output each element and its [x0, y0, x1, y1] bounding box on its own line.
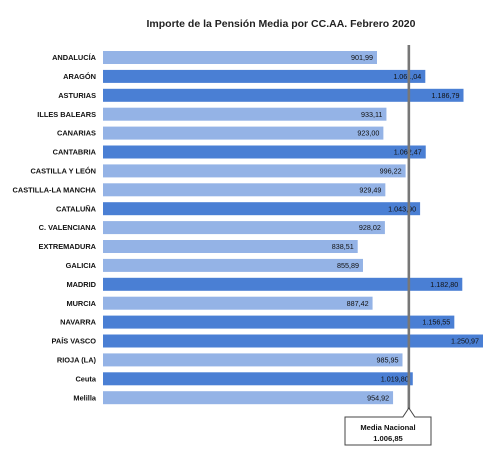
reference-label: Media Nacional	[360, 423, 415, 432]
category-label: CANTABRIA	[53, 148, 97, 157]
bar	[103, 296, 373, 310]
category-label: CATALUÑA	[56, 204, 97, 213]
bar	[103, 164, 406, 178]
bar	[103, 183, 386, 197]
value-label: 985,95	[377, 356, 399, 365]
category-label: ARAGÓN	[63, 72, 96, 81]
value-label: 1.043,90	[388, 204, 416, 213]
category-label: MADRID	[66, 280, 96, 289]
value-label: 929,49	[359, 185, 381, 194]
category-label: PAÍS VASCO	[52, 337, 97, 346]
bar	[103, 240, 358, 253]
category-label: CASTILLA-LA MANCHA	[13, 185, 97, 194]
value-label: 1.019,80	[381, 374, 409, 383]
category-label: MURCIA	[66, 299, 96, 308]
value-label: 933,11	[361, 110, 382, 119]
bar	[103, 353, 403, 367]
category-label: NAVARRA	[60, 318, 97, 327]
category-label: CASTILLA Y LEÓN	[30, 167, 96, 176]
category-label: Melilla	[73, 393, 96, 402]
reference-callout	[344, 407, 432, 446]
category-label: GALICIA	[66, 261, 97, 270]
value-label: 1.250,97	[451, 337, 479, 346]
bar	[103, 202, 421, 216]
value-label: 1.061,04	[393, 72, 421, 81]
value-label: 928,02	[359, 223, 381, 232]
value-label: 1.186,79	[432, 91, 460, 100]
bar	[103, 88, 464, 102]
chart-title: Importe de la Pensión Media por CC.AA. F…	[147, 18, 416, 30]
value-label: 1.156,55	[422, 318, 450, 327]
bar	[103, 258, 363, 272]
value-label: 855,89	[337, 261, 359, 270]
reference-value: 1.006,85	[373, 434, 403, 443]
category-label: ILLES BALEARS	[37, 110, 96, 119]
value-label: 954,92	[367, 393, 389, 402]
value-label: 901,99	[351, 53, 373, 62]
bar	[103, 277, 463, 291]
bar	[103, 51, 377, 64]
bar	[103, 69, 426, 83]
category-label: EXTREMADURA	[39, 242, 97, 251]
bar	[103, 126, 384, 140]
value-label: 838,51	[332, 242, 354, 251]
category-label: ASTURIAS	[58, 91, 96, 100]
bars-layer: ANDALUCÍA 901,99 ARAGÓN 1.061,04 ASTURIAS 1.1…	[13, 51, 483, 405]
bar	[103, 391, 394, 405]
value-label: 1.182,80	[430, 280, 458, 289]
category-label: C. VALENCIANA	[39, 223, 97, 232]
reference-layer: Media Nacional 1.006,85	[344, 45, 432, 446]
bar	[103, 372, 413, 386]
category-label: Ceuta	[75, 374, 96, 383]
value-label: 887,42	[347, 299, 369, 308]
bar	[103, 107, 387, 121]
bar	[103, 334, 483, 348]
bar	[103, 221, 385, 235]
category-label: RIOJA (LA)	[57, 356, 97, 365]
bar	[103, 315, 455, 329]
value-label: 923,00	[357, 129, 379, 138]
category-label: CANARIAS	[57, 129, 96, 138]
category-label: ANDALUCÍA	[52, 53, 97, 62]
bar	[103, 145, 426, 159]
value-label: 996,22	[380, 167, 402, 176]
